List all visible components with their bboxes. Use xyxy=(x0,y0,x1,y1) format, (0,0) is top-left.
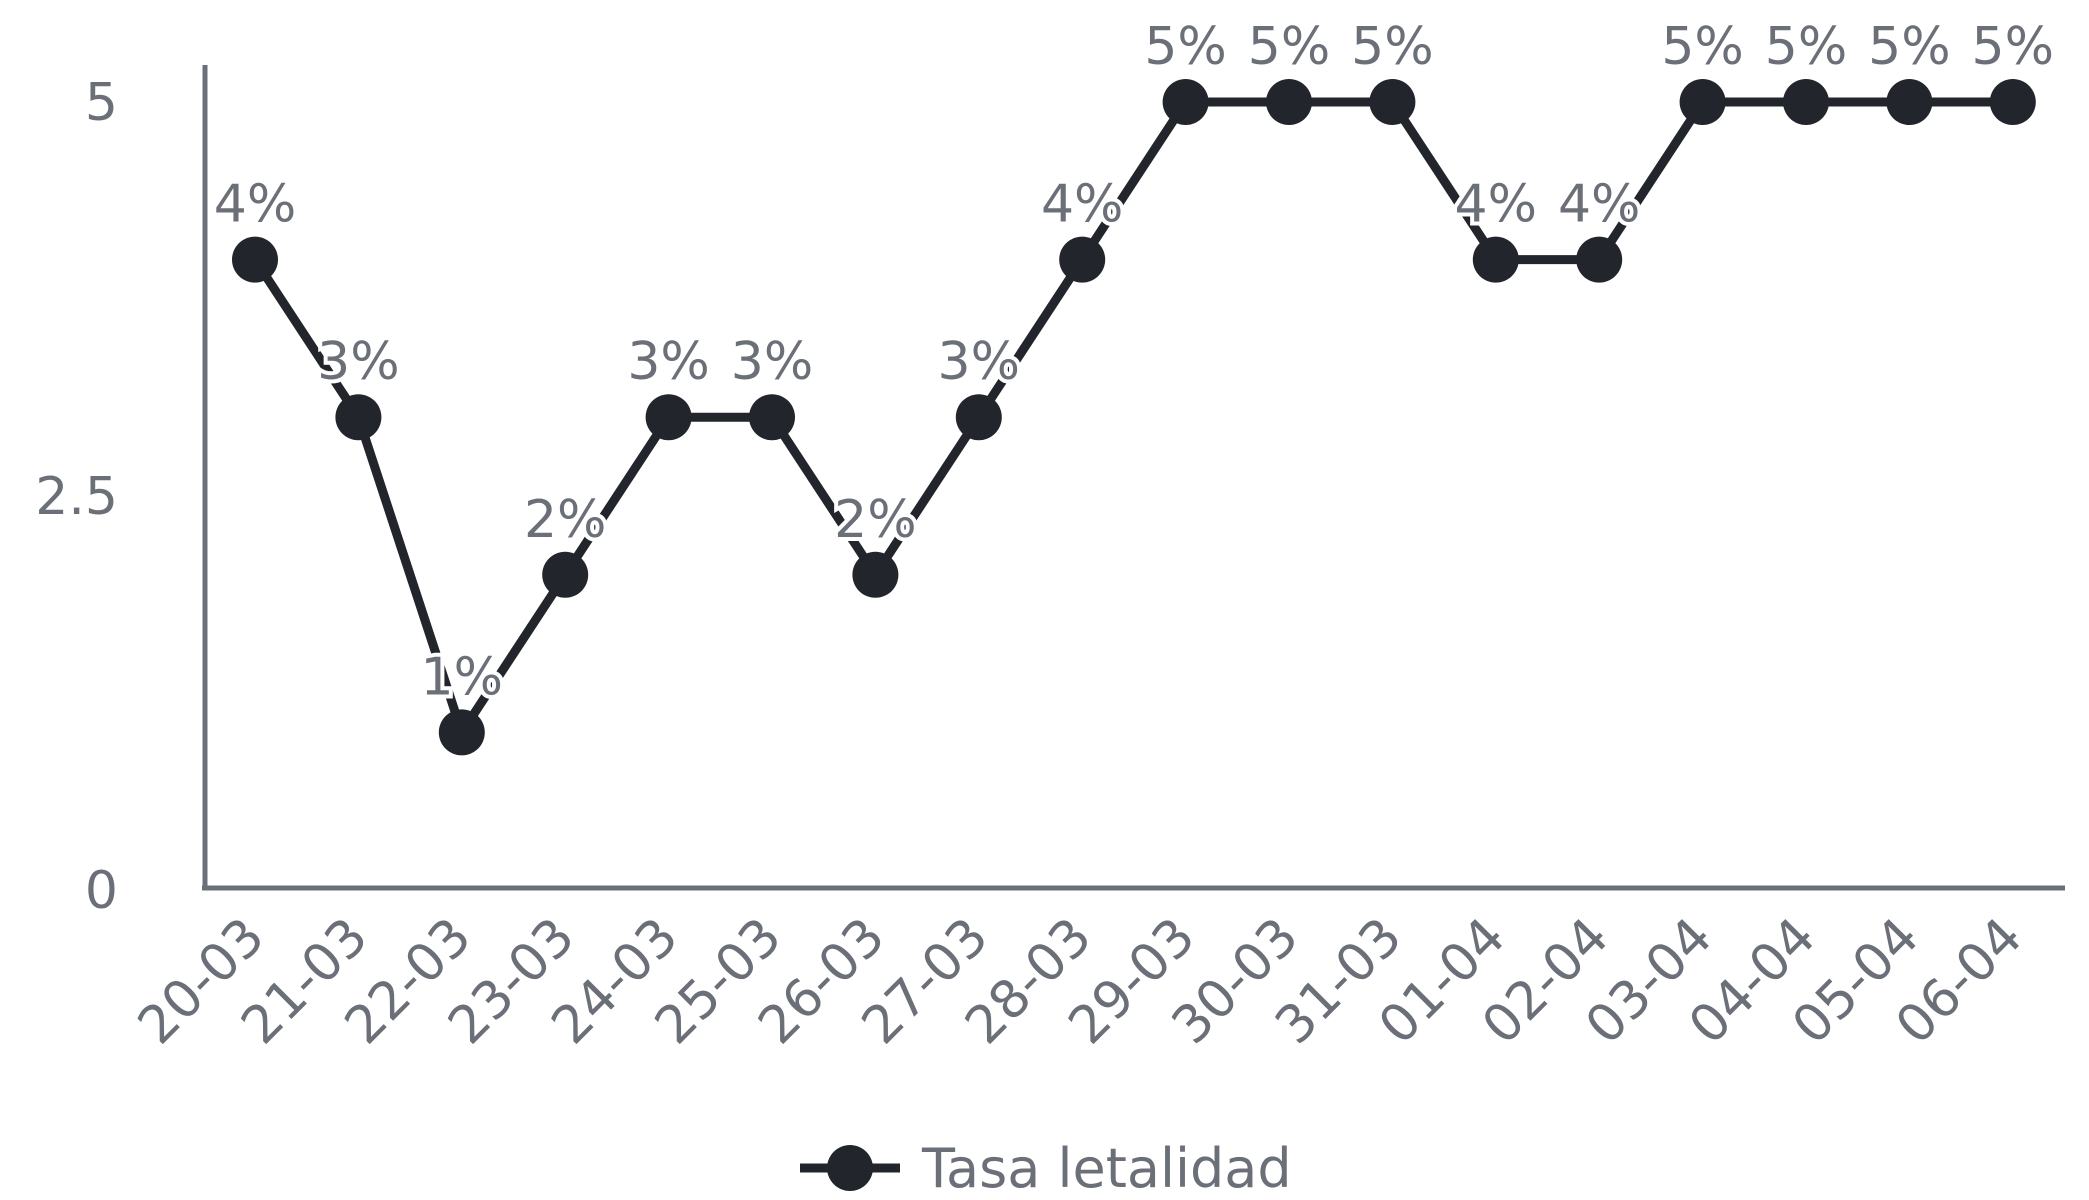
data-label: 5% xyxy=(1144,17,1227,77)
data-label: 4% xyxy=(214,175,297,235)
data-label: 5% xyxy=(1248,17,1331,77)
data-label: 3% xyxy=(731,332,814,392)
data-point xyxy=(1989,79,2036,125)
data-label: 5% xyxy=(1351,17,1434,77)
data-point xyxy=(1576,236,1623,283)
data-label: 5% xyxy=(1661,17,1744,77)
data-point xyxy=(335,394,382,441)
data-label: 1% xyxy=(421,647,504,707)
legend-marker xyxy=(827,1145,873,1191)
data-point xyxy=(1783,79,1829,125)
legend-label: Tasa letalidad xyxy=(921,1137,1292,1200)
data-point xyxy=(1266,79,1312,125)
data-label: 4% xyxy=(1041,175,1124,235)
data-label: 3% xyxy=(627,332,710,392)
x-tick-labels: 20-0321-0322-0323-0324-0325-0326-0327-03… xyxy=(127,907,2034,1056)
data-point xyxy=(1162,79,1209,125)
data-point xyxy=(1886,79,1933,125)
data-point xyxy=(852,551,899,598)
y-tick-label: 0 xyxy=(85,861,118,921)
data-label: 5% xyxy=(1868,17,1951,77)
y-tick-label: 2.5 xyxy=(35,467,118,527)
data-point xyxy=(438,709,485,756)
y-tick-label: 5 xyxy=(85,73,118,133)
data-point xyxy=(1679,79,1726,125)
data-label: 2% xyxy=(834,490,917,550)
data-point xyxy=(1059,236,1106,283)
data-label: 2% xyxy=(524,490,607,550)
data-points xyxy=(232,79,2036,756)
data-label: 5% xyxy=(1972,17,2055,77)
data-label: 4% xyxy=(1455,175,1538,235)
y-tick-labels: 02.55 xyxy=(35,73,118,921)
data-point xyxy=(749,394,795,441)
data-point xyxy=(232,236,278,283)
data-point xyxy=(955,394,1002,441)
data-point xyxy=(1369,79,1416,125)
legend: Tasa letalidad xyxy=(800,1137,1292,1200)
data-point xyxy=(542,551,589,598)
data-label: 3% xyxy=(317,332,400,392)
data-point xyxy=(645,394,692,441)
data-label: 5% xyxy=(1765,17,1848,77)
data-label: 3% xyxy=(938,332,1021,392)
data-labels: 4% 3% 1% 2% 3% 3% 2% 3% 4% 5% 5% 5% 4% 4% 5% 5% 5% 5% xyxy=(210,13,2058,711)
data-label: 4% xyxy=(1558,175,1641,235)
data-point xyxy=(1472,236,1519,283)
series-line-tasa-letalidad xyxy=(251,97,2013,737)
